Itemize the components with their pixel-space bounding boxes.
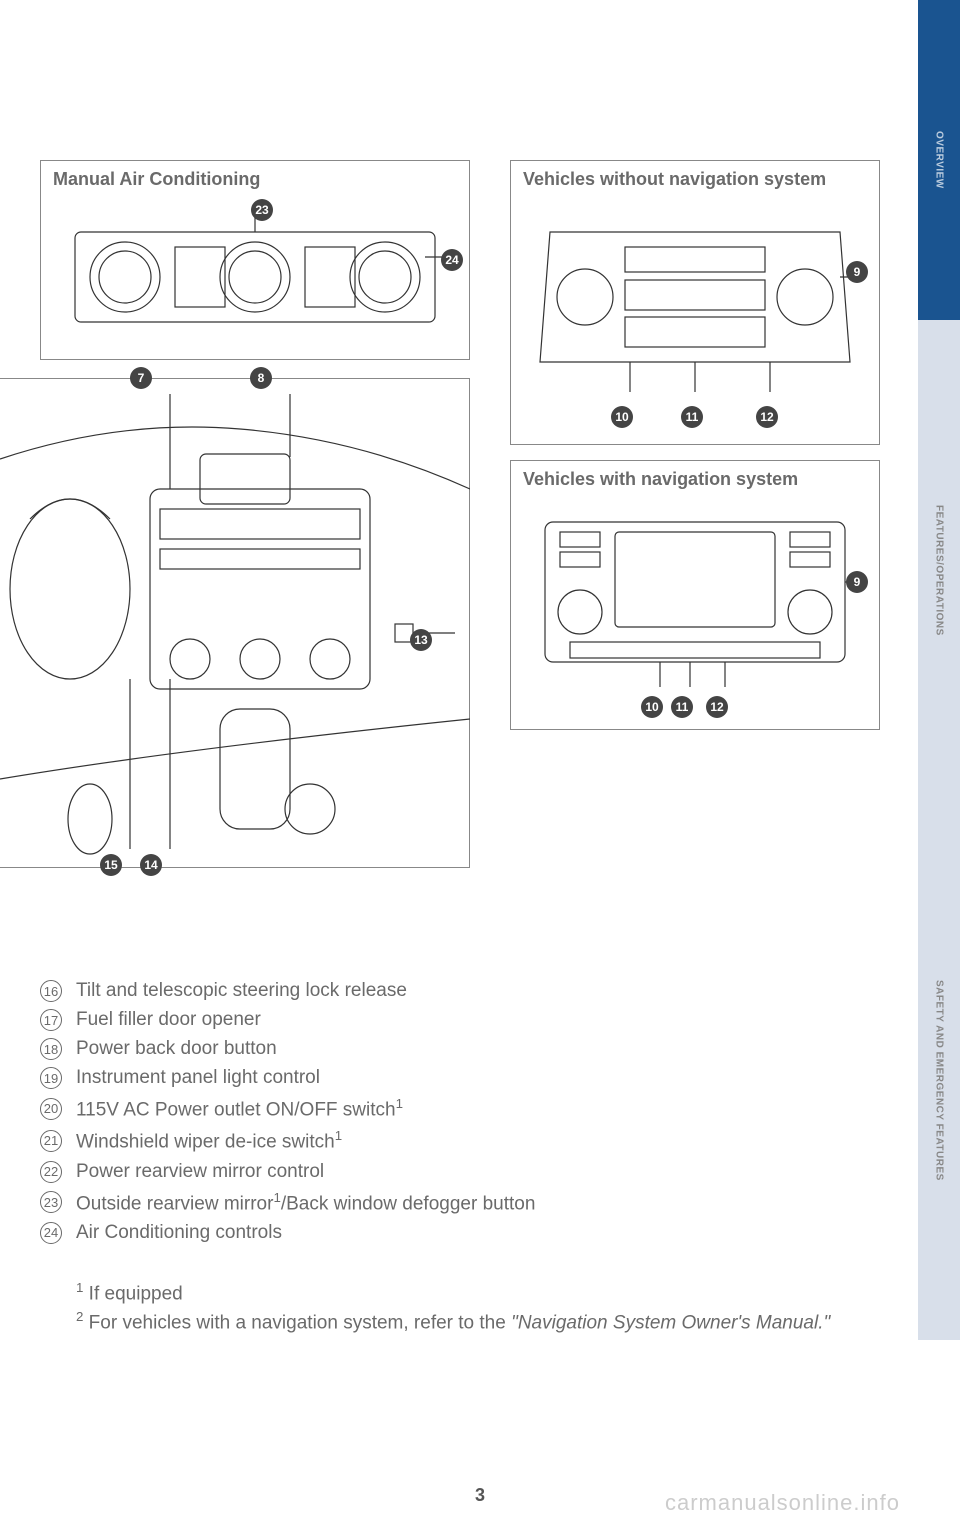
panel-with-nav: Vehicles with navigation system 9 10 11 … — [510, 460, 880, 730]
callout-23: 23 — [251, 199, 273, 221]
callout-10b: 10 — [641, 696, 663, 718]
feature-label: Power rearview mirror control — [76, 1161, 324, 1183]
tab-overview[interactable]: OVERVIEW — [918, 0, 960, 320]
feature-row: 16 Tilt and telescopic steering lock rel… — [40, 980, 535, 1002]
callout-10: 10 — [611, 406, 633, 428]
callout-9b: 9 — [846, 571, 868, 593]
callout-13: 13 — [410, 629, 432, 651]
feature-row: 20 115V AC Power outlet ON/OFF switch1 — [40, 1096, 535, 1121]
feature-number: 18 — [40, 1038, 62, 1060]
feature-label: Air Conditioning controls — [76, 1222, 282, 1244]
with-nav-svg — [530, 502, 860, 692]
feature-row: 19 Instrument panel light control — [40, 1067, 535, 1089]
callout-7: 7 — [130, 367, 152, 389]
page-number: 3 — [475, 1485, 485, 1506]
feature-label: Tilt and telescopic steering lock releas… — [76, 980, 407, 1002]
footnotes: 1 If equipped 2 For vehicles with a navi… — [76, 1280, 830, 1339]
without-nav-svg — [530, 202, 860, 402]
callout-12b: 12 — [706, 696, 728, 718]
feature-number: 19 — [40, 1067, 62, 1089]
tab-safety[interactable]: SAFETY AND EMERGENCY FEATURES — [918, 820, 960, 1340]
footnote-2: 2 For vehicles with a navigation system,… — [76, 1309, 830, 1334]
feature-row: 17 Fuel filler door opener — [40, 1009, 535, 1031]
tab-label: SAFETY AND EMERGENCY FEATURES — [934, 980, 945, 1181]
callout-14: 14 — [140, 854, 162, 876]
callout-8: 8 — [250, 367, 272, 389]
footnote-1: 1 If equipped — [76, 1280, 830, 1305]
panel-title: Vehicles with navigation system — [511, 461, 879, 494]
diagram-without-nav — [511, 194, 879, 410]
feature-number: 20 — [40, 1098, 62, 1120]
ac-diagram-svg — [65, 202, 445, 342]
feature-number: 17 — [40, 1009, 62, 1031]
feature-row: 22 Power rearview mirror control — [40, 1161, 535, 1183]
side-tabs: OVERVIEW FEATURES/OPERATIONS SAFETY AND … — [918, 0, 960, 1536]
panel-manual-ac: Manual Air Conditioning 23 24 — [40, 160, 470, 360]
callout-12: 12 — [756, 406, 778, 428]
feature-label: Outside rearview mirror1/Back window def… — [76, 1190, 535, 1215]
feature-row: 23 Outside rearview mirror1/Back window … — [40, 1190, 535, 1215]
feature-row: 24 Air Conditioning controls — [40, 1222, 535, 1244]
panel-title: Manual Air Conditioning — [41, 161, 469, 194]
feature-label: Fuel filler door opener — [76, 1009, 261, 1031]
callout-9: 9 — [846, 261, 868, 283]
callout-24: 24 — [441, 249, 463, 271]
feature-row: 18 Power back door button — [40, 1038, 535, 1060]
callout-15: 15 — [100, 854, 122, 876]
feature-number: 21 — [40, 1130, 62, 1152]
feature-number: 24 — [40, 1222, 62, 1244]
tab-label: FEATURES/OPERATIONS — [934, 505, 945, 636]
feature-label: Instrument panel light control — [76, 1067, 320, 1089]
callout-11b: 11 — [671, 696, 693, 718]
feature-row: 21 Windshield wiper de-ice switch1 — [40, 1128, 535, 1153]
dash-diagram-svg — [0, 379, 470, 869]
diagram-with-nav — [511, 494, 879, 700]
callout-11: 11 — [681, 406, 703, 428]
tab-features[interactable]: FEATURES/OPERATIONS — [918, 320, 960, 820]
watermark: carmanualsonline.info — [665, 1490, 900, 1516]
feature-list: 16 Tilt and telescopic steering lock rel… — [40, 980, 535, 1251]
panel-title: Vehicles without navigation system — [511, 161, 879, 194]
feature-number: 16 — [40, 980, 62, 1002]
feature-label: Power back door button — [76, 1038, 277, 1060]
feature-label: Windshield wiper de-ice switch1 — [76, 1128, 342, 1153]
feature-number: 22 — [40, 1161, 62, 1183]
feature-number: 23 — [40, 1191, 62, 1213]
tab-label: OVERVIEW — [934, 131, 945, 189]
feature-label: 115V AC Power outlet ON/OFF switch1 — [76, 1096, 403, 1121]
panel-without-nav: Vehicles without navigation system 9 10 … — [510, 160, 880, 445]
panel-dash: 7 8 13 14 15 — [0, 378, 470, 868]
